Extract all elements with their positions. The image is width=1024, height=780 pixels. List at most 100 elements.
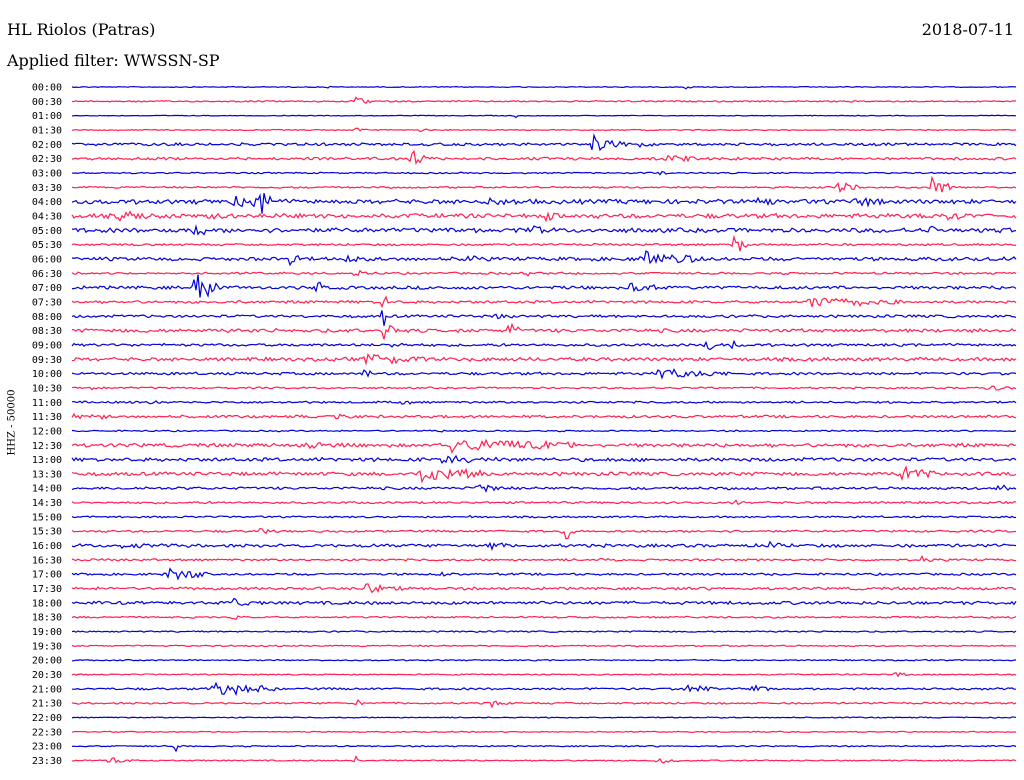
- trace-0400: [71, 193, 1017, 214]
- row-label: 06:00: [32, 254, 62, 265]
- trace-1830: [71, 615, 1017, 621]
- trace-1500: [71, 514, 1017, 519]
- trace-1300: [71, 454, 1017, 464]
- trace-0200: [71, 133, 1017, 152]
- row-label: 21:00: [32, 684, 62, 695]
- trace-1630: [71, 554, 1017, 563]
- trace-2300: [71, 744, 1017, 753]
- trace-0600: [71, 250, 1017, 267]
- row-label: 14:30: [32, 498, 62, 509]
- trace-0230: [71, 149, 1017, 166]
- trace-1200: [71, 429, 1017, 433]
- date-label: 2018-07-11: [921, 20, 1014, 39]
- trace-1430: [71, 499, 1017, 506]
- row-label: 01:30: [32, 125, 62, 136]
- row-label: 22:00: [32, 713, 62, 724]
- trace-1800: [71, 597, 1017, 607]
- trace-2130: [71, 699, 1017, 709]
- row-label: 03:30: [32, 183, 62, 194]
- trace-0930: [71, 353, 1017, 366]
- trace-0030: [71, 96, 1017, 104]
- row-label: 14:00: [32, 484, 62, 495]
- station-title: HL Riolos (Patras): [7, 20, 156, 39]
- trace-1600: [71, 540, 1017, 552]
- trace-1700: [71, 567, 1017, 581]
- trace-0000: [71, 85, 1017, 90]
- trace-0130: [71, 127, 1017, 133]
- row-label: 19:30: [32, 641, 62, 652]
- row-label: 23:30: [32, 756, 62, 767]
- trace-2000: [71, 658, 1017, 662]
- row-label: 15:00: [32, 512, 62, 523]
- trace-1030: [71, 385, 1017, 391]
- trace-0800: [71, 310, 1017, 326]
- filter-label: Applied filter: WWSSN-SP: [7, 51, 220, 70]
- row-label: 07:30: [32, 297, 62, 308]
- row-label: 07:00: [32, 283, 62, 294]
- row-label: 02:00: [32, 140, 62, 151]
- row-label: 11:00: [32, 398, 62, 409]
- row-label: 04:30: [32, 211, 62, 222]
- trace-2230: [71, 730, 1017, 734]
- row-label: 04:00: [32, 197, 62, 208]
- row-label: 10:30: [32, 383, 62, 394]
- trace-1130: [71, 412, 1017, 421]
- row-label: 23:00: [32, 742, 62, 753]
- trace-2200: [71, 716, 1017, 719]
- row-label: 08:00: [32, 312, 62, 323]
- trace-0430: [71, 210, 1017, 223]
- row-label: 11:30: [32, 412, 62, 423]
- row-label: 13:30: [32, 469, 62, 480]
- trace-2100: [71, 681, 1017, 697]
- row-label: 21:30: [32, 699, 62, 710]
- trace-0500: [71, 224, 1017, 236]
- row-label: 03:00: [32, 168, 62, 179]
- trace-0730: [71, 295, 1017, 309]
- row-label: 10:00: [32, 369, 62, 380]
- row-label: 19:00: [32, 627, 62, 638]
- trace-1330: [71, 464, 1017, 484]
- row-label: 20:00: [32, 656, 62, 667]
- trace-0830: [71, 322, 1017, 340]
- row-label: 02:30: [32, 154, 62, 165]
- row-label: 18:30: [32, 613, 62, 624]
- row-label: 20:30: [32, 670, 62, 681]
- trace-1900: [71, 630, 1017, 633]
- trace-2030: [71, 672, 1017, 678]
- row-label: 13:00: [32, 455, 62, 466]
- row-label: 16:00: [32, 541, 62, 552]
- trace-0900: [71, 339, 1017, 351]
- row-label: 00:00: [32, 83, 62, 94]
- row-label: 16:30: [32, 555, 62, 566]
- row-label: 15:30: [32, 527, 62, 538]
- trace-0330: [71, 175, 1017, 194]
- row-label: 22:30: [32, 727, 62, 738]
- trace-0300: [71, 171, 1017, 176]
- trace-1730: [71, 583, 1017, 594]
- row-label: 12:30: [32, 441, 62, 452]
- row-label: 09:30: [32, 355, 62, 366]
- trace-0630: [71, 269, 1017, 277]
- row-label: 12:00: [32, 426, 62, 437]
- row-label: 17:00: [32, 570, 62, 581]
- row-label: 18:00: [32, 598, 62, 609]
- trace-2330: [71, 755, 1017, 764]
- trace-1000: [71, 368, 1017, 380]
- row-label: 01:00: [32, 111, 62, 122]
- row-label: 06:30: [32, 269, 62, 280]
- row-label: 05:00: [32, 226, 62, 237]
- trace-0100: [71, 114, 1017, 119]
- row-label: 08:30: [32, 326, 62, 337]
- row-label: 05:30: [32, 240, 62, 251]
- trace-1930: [71, 644, 1017, 648]
- row-label: 17:30: [32, 584, 62, 595]
- trace-1230: [71, 438, 1017, 454]
- trace-0530: [71, 234, 1017, 252]
- trace-0700: [71, 274, 1017, 298]
- row-label: 09:00: [32, 340, 62, 351]
- trace-1400: [71, 484, 1017, 493]
- trace-1530: [71, 528, 1017, 540]
- trace-1100: [71, 400, 1017, 405]
- row-label: 00:30: [32, 97, 62, 108]
